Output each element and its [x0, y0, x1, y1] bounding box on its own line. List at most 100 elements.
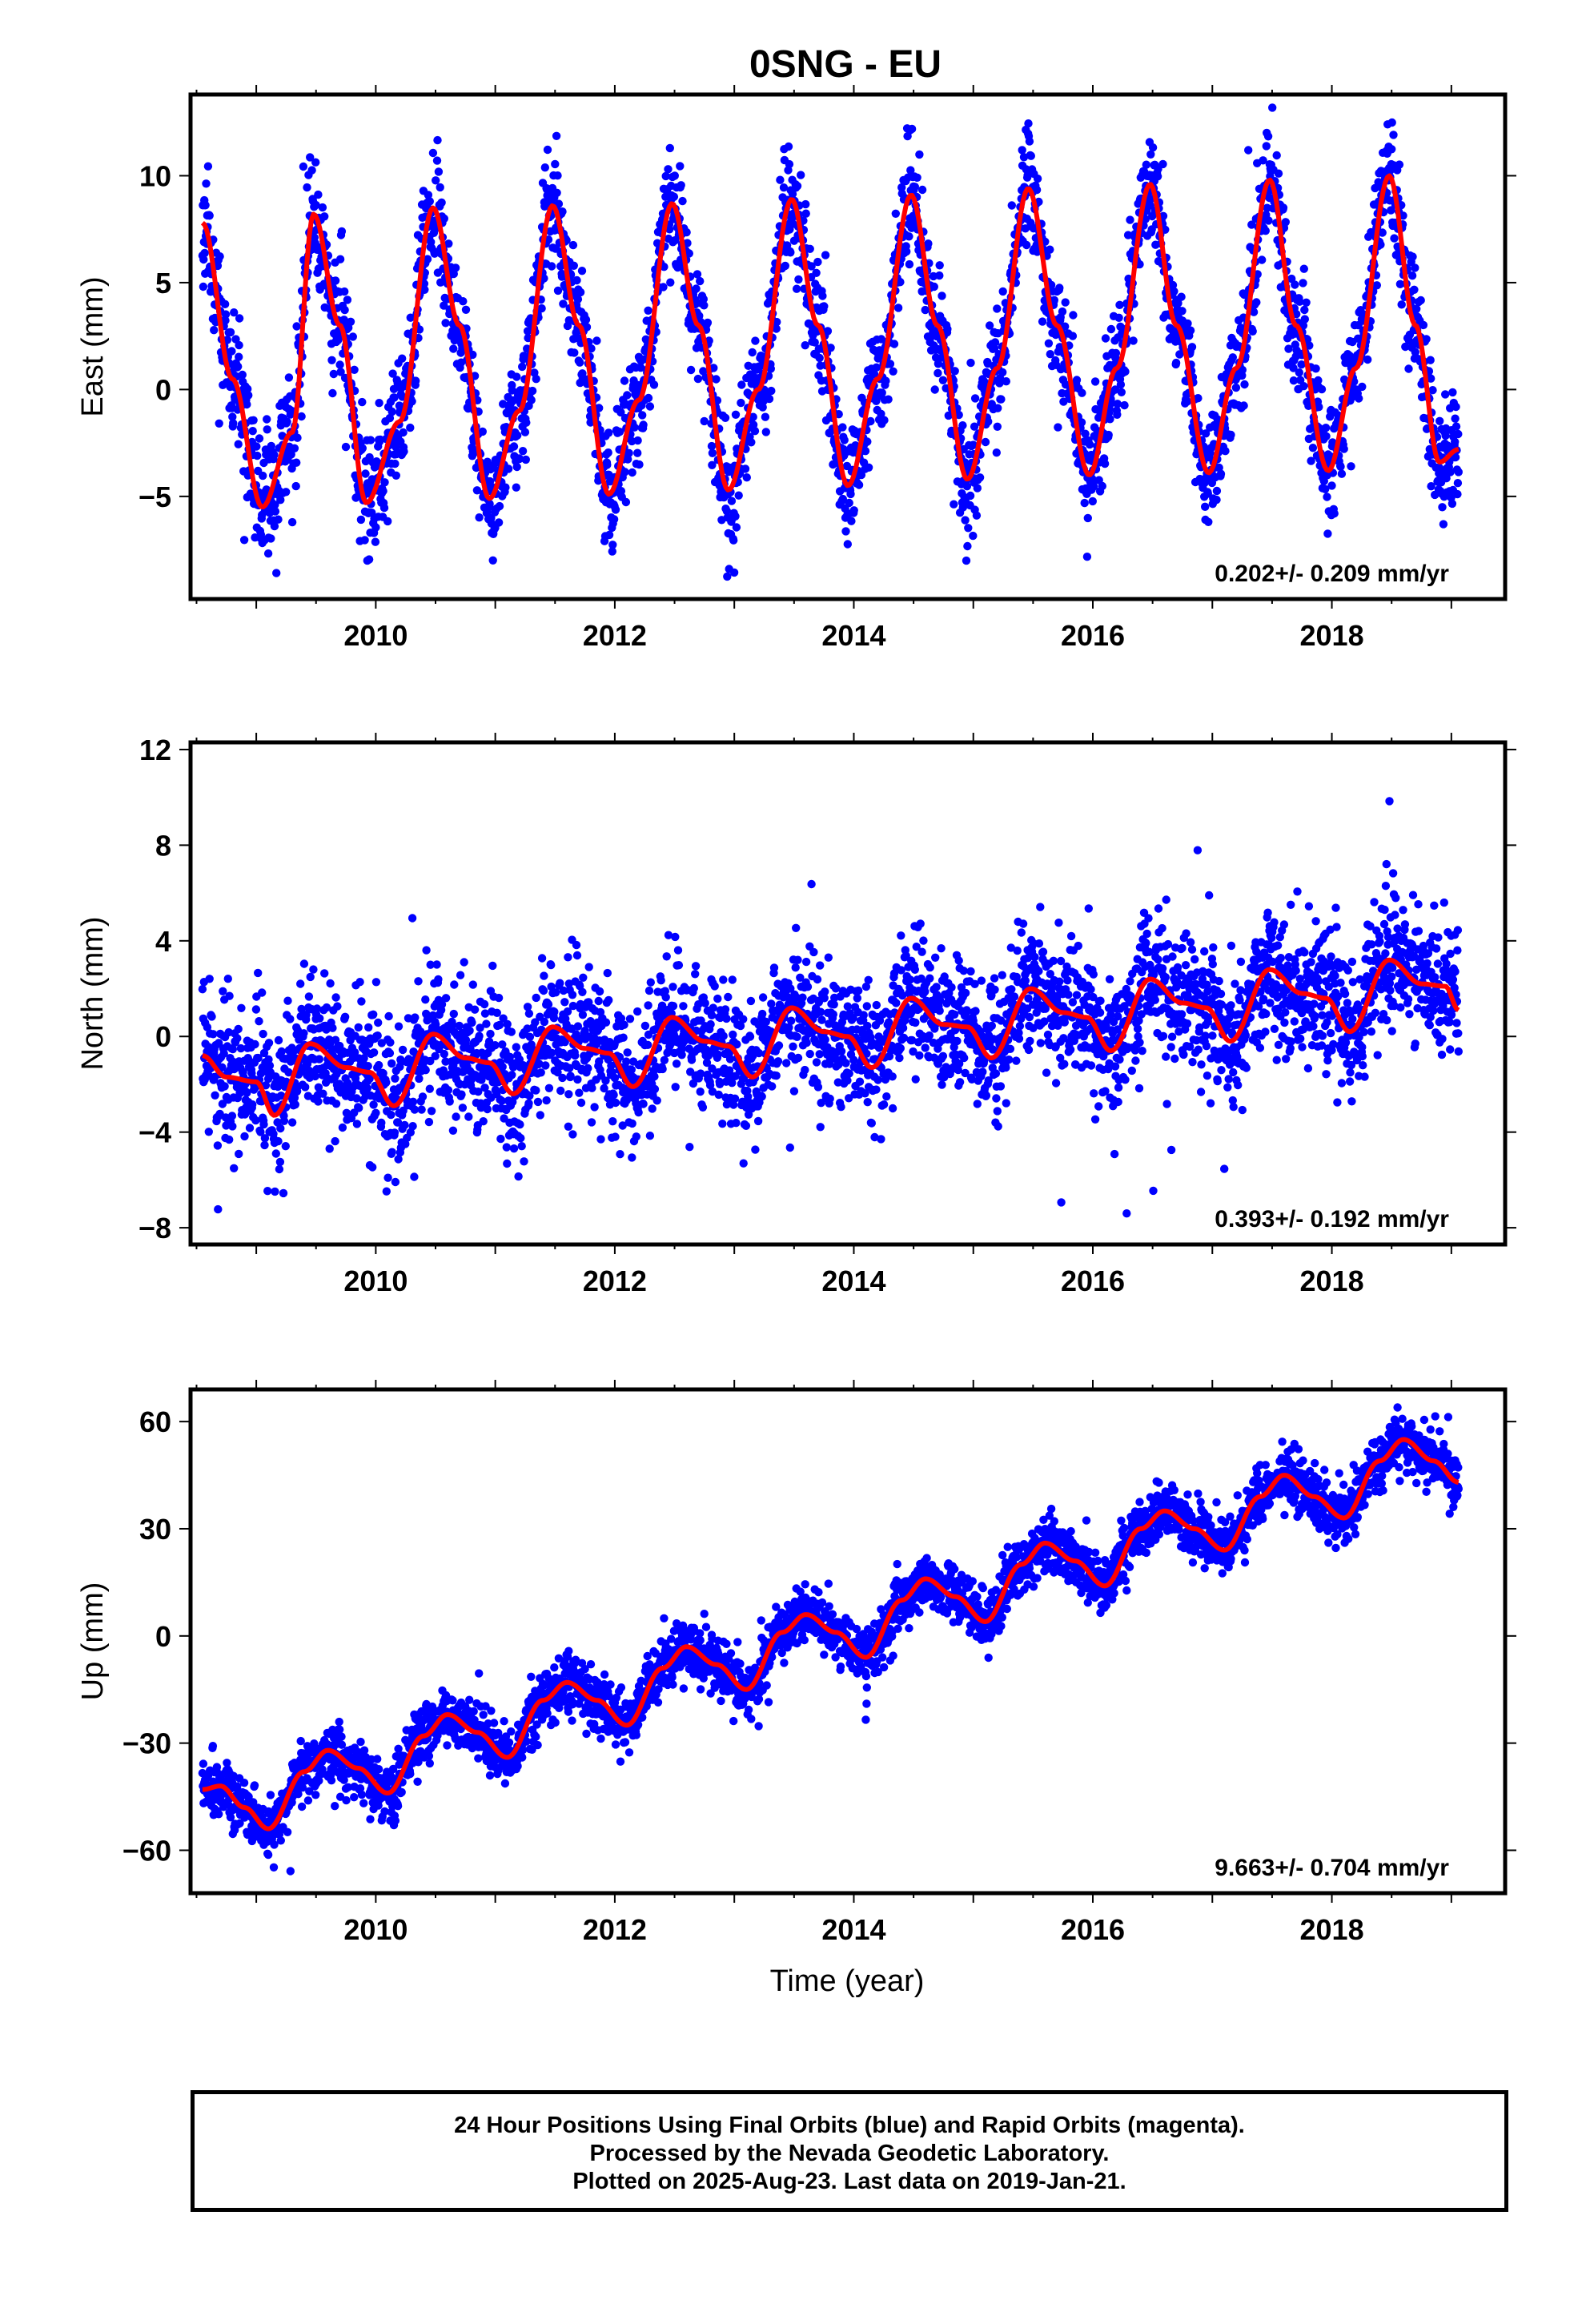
- data-point: [466, 1045, 475, 1054]
- data-point: [595, 1057, 604, 1066]
- data-point: [237, 1003, 246, 1013]
- data-point: [559, 300, 568, 308]
- data-point: [611, 505, 620, 514]
- data-point: [1072, 376, 1082, 384]
- data-point: [705, 1080, 715, 1090]
- data-point: [455, 1021, 464, 1031]
- data-point: [235, 340, 243, 350]
- x-tick-label: 2016: [1061, 619, 1125, 652]
- data-point: [1428, 386, 1437, 395]
- data-point: [1451, 452, 1460, 462]
- data-point: [1240, 380, 1249, 389]
- data-point: [504, 464, 513, 473]
- data-point: [1080, 498, 1089, 508]
- data-point: [263, 425, 271, 434]
- data-point: [1322, 432, 1331, 440]
- data-point: [382, 1187, 391, 1196]
- data-point: [576, 358, 584, 367]
- data-point: [525, 1032, 535, 1042]
- data-point: [1168, 280, 1178, 290]
- data-point: [391, 459, 400, 468]
- data-point: [547, 982, 556, 991]
- data-point: [644, 986, 654, 995]
- data-point: [424, 1117, 434, 1127]
- data-point: [263, 1187, 272, 1196]
- data-point: [394, 1155, 403, 1164]
- data-point: [1327, 481, 1336, 490]
- data-point: [470, 1005, 480, 1014]
- data-point: [254, 1053, 263, 1063]
- data-point: [357, 997, 366, 1006]
- data-point: [1289, 376, 1299, 385]
- data-point: [436, 183, 444, 192]
- data-point: [421, 995, 430, 1004]
- data-point: [644, 1001, 652, 1010]
- data-point: [1330, 509, 1339, 518]
- data-point: [700, 416, 709, 426]
- data-point: [458, 1104, 468, 1112]
- data-point: [794, 275, 803, 284]
- data-point: [1050, 296, 1059, 304]
- data-point: [496, 1134, 505, 1144]
- data-point: [312, 1004, 322, 1013]
- data-point: [1387, 206, 1395, 215]
- data-point: [671, 932, 680, 942]
- data-point: [691, 970, 700, 979]
- data-point: [533, 1097, 543, 1107]
- data-point: [966, 358, 975, 368]
- data-point: [434, 167, 444, 176]
- data-point: [355, 978, 364, 987]
- data-point: [220, 1082, 229, 1091]
- data-point: [1174, 299, 1182, 308]
- data-point: [311, 239, 319, 247]
- data-point: [962, 556, 971, 565]
- data-point: [981, 437, 990, 447]
- data-point: [685, 249, 693, 258]
- data-point: [1129, 336, 1138, 345]
- data-point: [314, 1083, 323, 1092]
- data-point: [628, 468, 636, 477]
- data-point: [650, 1072, 659, 1081]
- data-point: [563, 1007, 572, 1016]
- data-point: [596, 1135, 605, 1144]
- data-point: [373, 1031, 382, 1040]
- data-point: [625, 1015, 635, 1023]
- data-point: [1262, 142, 1271, 151]
- data-point: [276, 496, 285, 505]
- data-point: [1153, 172, 1162, 181]
- data-point: [1216, 469, 1226, 478]
- data-point: [1046, 245, 1054, 254]
- data-point: [234, 1024, 243, 1034]
- data-point: [410, 1172, 419, 1181]
- data-point: [472, 486, 482, 495]
- data-point: [1252, 298, 1261, 307]
- data-point: [1090, 482, 1098, 491]
- data-point: [801, 341, 809, 350]
- data-point: [394, 1022, 404, 1031]
- x-tick-label: 2010: [343, 619, 408, 652]
- data-point: [293, 433, 302, 442]
- data-point: [985, 321, 994, 330]
- data-point: [644, 306, 652, 315]
- data-point: [689, 983, 698, 993]
- data-point: [734, 491, 743, 500]
- data-point: [486, 1029, 495, 1039]
- data-point: [507, 1027, 516, 1036]
- data-point: [515, 454, 524, 464]
- data-point: [387, 1110, 396, 1120]
- data-point: [431, 1051, 440, 1061]
- data-point: [772, 324, 781, 333]
- data-point: [891, 209, 901, 218]
- data-point: [233, 1034, 242, 1043]
- data-point: [425, 197, 434, 206]
- data-point: [943, 324, 952, 334]
- data-point: [644, 393, 653, 403]
- data-point: [826, 344, 835, 352]
- data-point: [601, 1018, 611, 1027]
- data-point: [810, 338, 819, 347]
- data-point: [1090, 377, 1100, 386]
- data-point: [703, 318, 713, 328]
- data-point: [709, 364, 718, 372]
- data-point: [877, 388, 886, 397]
- data-point: [542, 1096, 551, 1105]
